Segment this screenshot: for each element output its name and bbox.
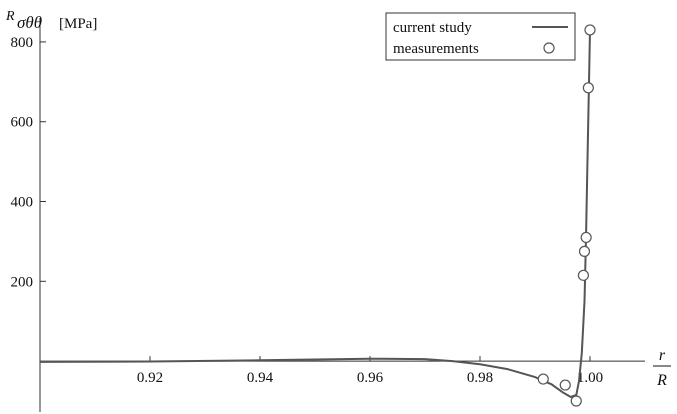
measurement-point: [537, 373, 549, 385]
measurement-point: [559, 379, 571, 391]
ticks: 0.92 0.94 0.96 0.98 1.00 200 400 600 800: [11, 35, 604, 386]
x-axis-label-denominator: R: [656, 372, 667, 389]
legend: current study measurements: [385, 12, 576, 61]
legend-label-measurements: measurements: [393, 41, 479, 57]
x-axis-label: r R: [653, 347, 671, 389]
measurement-point: [578, 245, 591, 257]
legend-box: [385, 12, 576, 61]
series: [39, 24, 596, 407]
y-axis-label: R σθθ [MPa]: [5, 9, 97, 32]
x-tick-label: 0.94: [247, 370, 274, 386]
x-axis-label-numerator: r: [659, 347, 666, 364]
y-axis-label-subscript: σθθ: [17, 13, 42, 32]
y-axis-label-unit: [MPa]: [59, 16, 97, 32]
x-tick-label: 0.98: [467, 370, 493, 386]
legend-label-current-study: current study: [393, 20, 472, 36]
axes: [39, 18, 645, 412]
x-tick-label: 1.00: [577, 370, 603, 386]
y-tick-label: 200: [11, 274, 34, 290]
measurement-point: [570, 395, 582, 407]
measurement-point: [580, 231, 592, 244]
measurement-point: [577, 269, 590, 281]
y-axis-label-symbol: R: [5, 9, 15, 24]
x-tick-label: 0.92: [137, 370, 163, 386]
measurement-point: [582, 82, 594, 94]
y-tick-label: 400: [11, 195, 34, 211]
y-tick-label: 600: [11, 115, 34, 131]
legend-marker-swatch: [543, 42, 555, 54]
y-tick-label: 800: [11, 35, 34, 51]
series-line-current-study: [39, 29, 591, 399]
x-tick-label: 0.96: [357, 370, 384, 386]
measurement-point: [584, 24, 596, 36]
